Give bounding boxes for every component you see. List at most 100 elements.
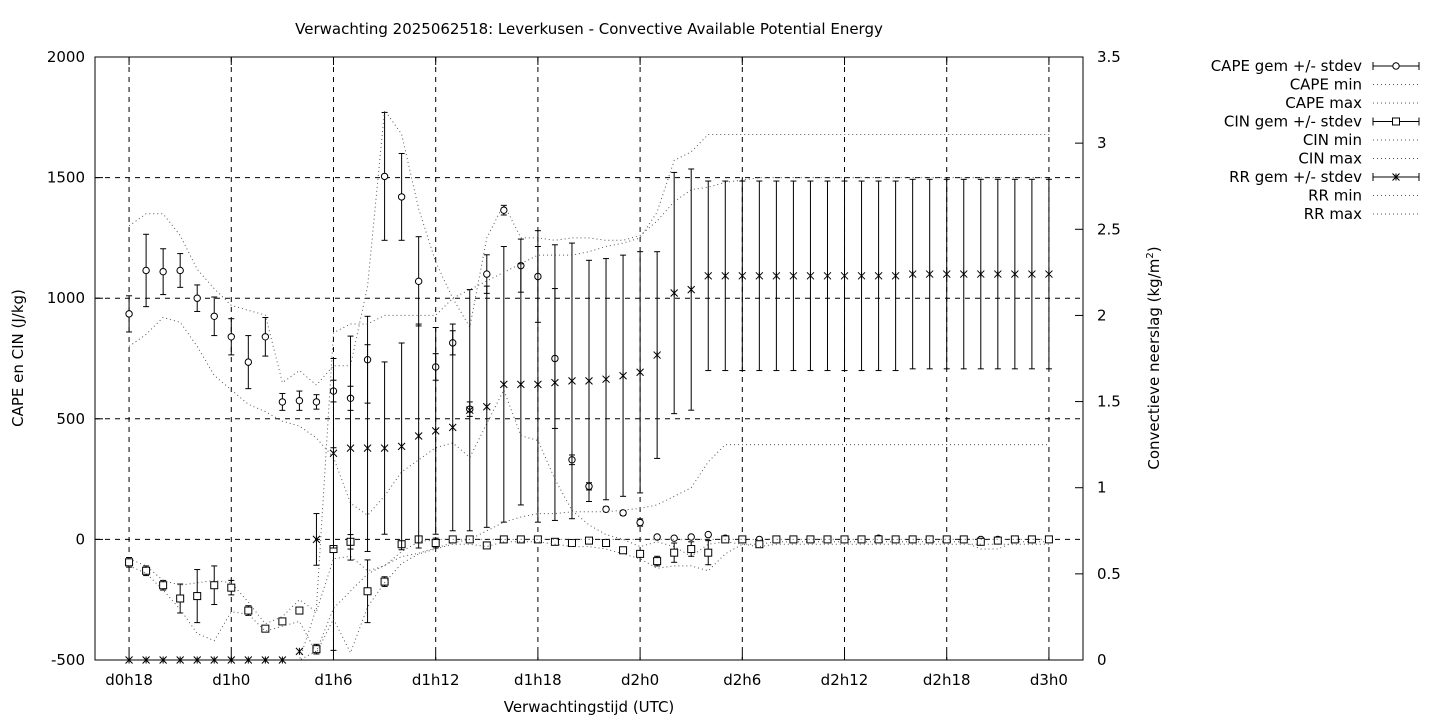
cin-gem-stdev-point <box>278 617 287 626</box>
rr-gem-stdev-point <box>312 535 321 544</box>
cin-gem-stdev-point <box>925 535 934 544</box>
cin-gem-stdev-point <box>363 587 372 596</box>
y2-tick-label: 1 <box>1097 479 1107 497</box>
y2-axis-label-sup: 2 <box>1145 252 1156 258</box>
rr-gem-stdev-point <box>1011 270 1019 278</box>
rr-gem-stdev-point <box>414 432 423 440</box>
cin-gem-stdev-point <box>159 581 168 590</box>
cin-gem-stdev-point <box>823 535 832 544</box>
x-tick-label: d2h0 <box>621 671 659 689</box>
cin-gem-stdev-point <box>687 545 696 554</box>
cape-gem-stdev-point <box>142 266 150 275</box>
legend-label: RR max <box>1304 205 1362 223</box>
cin-gem-stdev-point <box>482 541 491 550</box>
cape-gem-stdev-point <box>636 518 644 527</box>
rr-gem-stdev-point <box>448 423 457 432</box>
cin-gem-stdev-point <box>431 539 440 548</box>
cape-gem-stdev-point <box>687 533 695 541</box>
cape-gem-stdev-point <box>704 530 712 539</box>
x-tick-label: d1h6 <box>314 671 352 689</box>
rr-gem-stdev-point <box>925 270 934 278</box>
plot-frame <box>94 56 1084 661</box>
y2-tick-label: 0 <box>1097 651 1107 669</box>
rr-gem-stdev-point <box>602 375 610 384</box>
legend-label: CAPE gem +/- stdev <box>1211 57 1362 75</box>
cin-gem-stdev-point <box>244 606 253 615</box>
cin-gem-stdev-point <box>499 535 508 544</box>
legend-label: CIN gem +/- stdev <box>1224 113 1362 131</box>
cin-gem-stdev-point <box>959 535 968 544</box>
cin-gem-stdev-point <box>193 592 202 601</box>
rr-gem-stdev-point <box>806 271 815 280</box>
cin-gem-stdev-point <box>772 535 781 544</box>
cin-gem-stdev-point <box>550 537 559 546</box>
x-tick-label: d1h12 <box>412 671 460 689</box>
cin-gem-stdev-point <box>908 535 917 544</box>
cape-gem-stdev-point <box>159 267 167 276</box>
cape-gem-stdev-point <box>653 533 661 541</box>
rr-gem-stdev-point <box>738 271 747 280</box>
axes: d0h18 d1h0 d1h6 d1h12 d1h18 d2h0 d2h6 d2h12 d2h1… <box>47 48 1121 689</box>
legend-label: CAPE max <box>1285 94 1362 112</box>
rr-gem-stdev-point <box>959 270 968 278</box>
rr-gem-stdev-point <box>517 380 525 389</box>
y-tick-label: -500 <box>51 651 85 669</box>
legend-label: CIN min <box>1303 131 1362 149</box>
rr-gem-stdev-point <box>534 380 542 389</box>
cin-gem-stdev-point <box>840 535 849 544</box>
cin-gem-stdev-point <box>653 557 662 566</box>
rr-gem-stdev-point <box>908 270 917 278</box>
cape-gem-stdev-point <box>193 294 201 302</box>
y2-tick-label: 3.5 <box>1097 48 1121 66</box>
cin-gem-stdev-point <box>227 583 236 592</box>
x-tick-label: d2h12 <box>821 671 869 689</box>
y-tick-label: 1500 <box>47 169 85 187</box>
y2-tick-label: 1.5 <box>1097 393 1121 411</box>
cin-gem-stdev-point <box>806 535 815 544</box>
cape-gem-stdev-point <box>414 277 423 286</box>
cape-gem-stdev-point <box>602 505 610 513</box>
rr-gem-stdev-point <box>380 444 389 452</box>
y2-tick-label: 0.5 <box>1097 565 1121 583</box>
cape-max-line <box>128 108 1049 386</box>
rr-gem-stdev-point <box>619 371 627 380</box>
rr-gem-stdev-point <box>670 289 679 297</box>
rr-gem-stdev-point <box>653 351 661 359</box>
cin-gem-stdev-point <box>567 539 576 548</box>
plot-area <box>125 108 1053 664</box>
cape-gem-stdev-point <box>483 270 491 278</box>
rr-gem-stdev-point <box>772 271 781 280</box>
x-tick-label: d2h18 <box>923 671 971 689</box>
y2-tick-label: 2.5 <box>1097 220 1121 238</box>
cin-gem-stdev-point <box>755 540 764 549</box>
y-tick-label: 2000 <box>47 48 85 66</box>
cape-gem-stdev-point <box>278 398 287 406</box>
cin-gem-stdev-point <box>704 548 713 557</box>
rr-gem-stdev-point <box>329 449 338 458</box>
x-tick-label: d2h6 <box>723 671 761 689</box>
legend-label: CIN max <box>1298 150 1362 168</box>
y2-axis-label-main: Convectieve neerslag (kg/m <box>1145 259 1163 470</box>
cape-gem-stdev-point <box>227 333 235 341</box>
cape-min-line <box>128 316 1049 557</box>
rr-gem-stdev-point <box>636 368 644 377</box>
cin-gem-stdev-point <box>1044 535 1053 544</box>
rr-gem-stdev-point <box>942 270 951 278</box>
rr-gem-stdev-point <box>857 271 866 280</box>
y-axis-label: CAPE en CIN (J/kg) <box>9 289 27 427</box>
y2-tick-label: 2 <box>1097 306 1107 324</box>
cape-gem-stdev-point <box>244 358 253 366</box>
y2-axis-label: Convectieve neerslag (kg/m2) <box>1145 246 1163 469</box>
legend-swatch-marker <box>1392 117 1400 126</box>
cin-gem-stdev-point <box>670 548 679 557</box>
cin-min-line <box>128 541 1049 655</box>
cape-gem-stdev-point <box>312 398 321 406</box>
cin-gem-stdev-point <box>585 536 593 545</box>
rr-gem-stdev-point <box>687 285 696 294</box>
cin-gem-stdev-point <box>891 535 900 544</box>
rr-gem-stdev-point <box>721 271 730 280</box>
cape-gem-stdev-point <box>500 206 508 214</box>
rr-gem-stdev-point <box>976 270 985 278</box>
cape-gem-stdev-point <box>397 193 406 201</box>
